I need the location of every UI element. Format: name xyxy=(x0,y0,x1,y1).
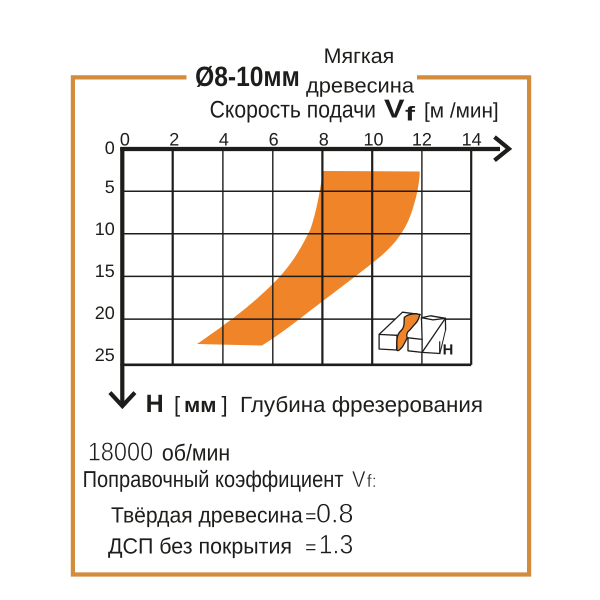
svg-text:[: [ xyxy=(174,392,180,417)
svg-text:14: 14 xyxy=(462,129,482,149)
svg-text:0.8: 0.8 xyxy=(316,498,354,528)
svg-text:об/мин: об/мин xyxy=(162,439,230,465)
svg-text:]: ] xyxy=(222,392,228,417)
svg-text:Глубина фрезерования: Глубина фрезерования xyxy=(240,392,483,417)
svg-text:4: 4 xyxy=(219,129,229,149)
svg-text:8: 8 xyxy=(319,129,329,149)
svg-text:Мягкая: Мягкая xyxy=(324,45,395,68)
svg-text:древесина: древесина xyxy=(306,75,414,98)
svg-text:10: 10 xyxy=(95,219,115,239)
svg-text:f:: f: xyxy=(367,471,377,491)
svg-text:12: 12 xyxy=(412,129,432,149)
svg-text:1.3: 1.3 xyxy=(319,530,354,560)
svg-text:20: 20 xyxy=(95,303,115,323)
svg-text:V: V xyxy=(352,466,366,492)
svg-text:10: 10 xyxy=(363,129,383,149)
svg-text:6: 6 xyxy=(269,129,279,149)
svg-text:25: 25 xyxy=(95,345,115,365)
svg-text:Скорость подачи: Скорость подачи xyxy=(210,97,376,124)
svg-text:=: = xyxy=(305,538,316,559)
svg-text:18000: 18000 xyxy=(88,436,154,466)
svg-text:мм: мм xyxy=(184,394,217,417)
svg-text:ДСП без покрытия: ДСП без покрытия xyxy=(108,534,292,559)
svg-text:5: 5 xyxy=(105,177,115,197)
svg-text:Ø8-10мм: Ø8-10мм xyxy=(195,61,300,92)
svg-text:0: 0 xyxy=(120,129,130,149)
svg-text:=: = xyxy=(305,506,316,527)
svg-text:Поправочный коэффициент: Поправочный коэффициент xyxy=(83,466,344,492)
svg-text:V: V xyxy=(384,94,405,124)
svg-text:0: 0 xyxy=(105,138,115,158)
svg-text:Твёрдая древесина: Твёрдая древесина xyxy=(111,502,303,527)
svg-text:H: H xyxy=(443,343,454,359)
svg-text:f: f xyxy=(405,104,415,126)
svg-text:2: 2 xyxy=(169,129,179,149)
svg-text:H: H xyxy=(146,390,164,418)
svg-text:[м /мин]: [м /мин] xyxy=(424,100,499,123)
svg-text:15: 15 xyxy=(95,261,115,281)
